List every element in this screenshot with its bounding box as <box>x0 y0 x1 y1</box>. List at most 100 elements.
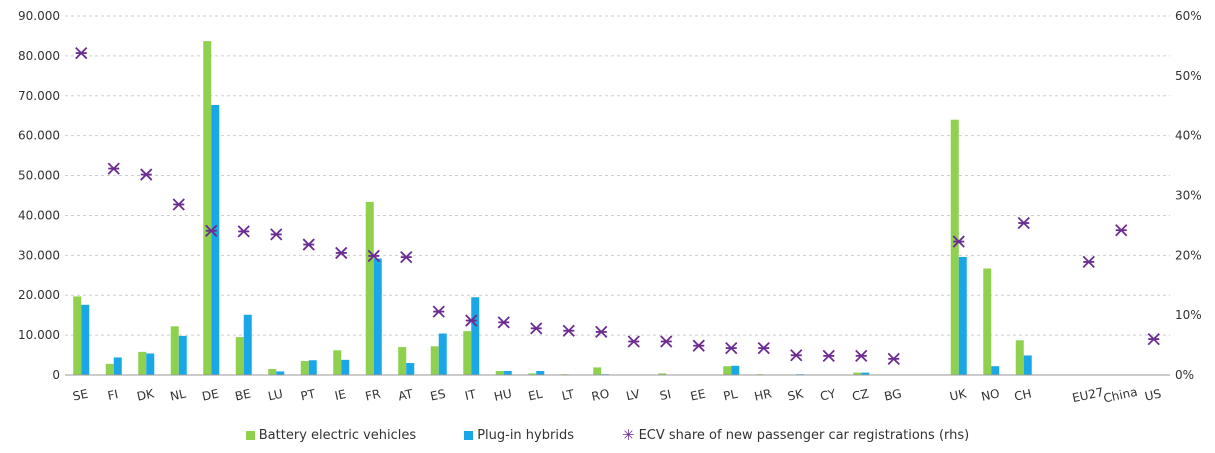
bar-plug-in-hybrid <box>211 105 219 375</box>
category-label: HU <box>493 386 513 403</box>
share-marker <box>271 229 282 240</box>
legend: Battery electric vehicles Plug-in hybrid… <box>0 428 1215 443</box>
share-marker <box>401 252 412 263</box>
category-label: CH <box>1013 386 1033 403</box>
category-label: AT <box>397 387 415 404</box>
left-tick-label: 50.000 <box>18 169 60 183</box>
right-tick-label: 40% <box>1175 129 1202 143</box>
bar-battery-electric <box>236 337 244 375</box>
share-marker <box>693 340 704 351</box>
category-label: HR <box>753 386 773 403</box>
left-tick-label: 70.000 <box>18 89 60 103</box>
share-marker <box>108 163 119 174</box>
share-marker <box>76 48 87 59</box>
right-tick-label: 10% <box>1175 308 1202 322</box>
category-label: LU <box>267 387 284 404</box>
chart: 0 10.000 20.000 30.000 40.000 50.000 60.000 70.… <box>0 0 1215 420</box>
bar-plug-in-hybrid <box>276 371 284 375</box>
share-marker <box>303 239 314 250</box>
bar-plug-in-hybrid <box>471 297 479 375</box>
left-tick-label: 30.000 <box>18 248 60 262</box>
right-tick-label: 30% <box>1175 189 1202 203</box>
share-marker <box>238 226 249 237</box>
bar-battery-electric <box>333 350 341 375</box>
legend-label-phev: Plug-in hybrids <box>477 428 574 443</box>
bar-battery-electric <box>398 347 406 375</box>
bar-battery-electric <box>723 366 731 375</box>
legend-swatch-bev <box>246 431 255 440</box>
bar-plug-in-hybrid <box>439 334 447 375</box>
share-markers <box>76 48 1160 365</box>
legend-swatch-phev <box>464 431 473 440</box>
share-marker <box>856 350 867 361</box>
right-tick-label: 20% <box>1175 248 1202 262</box>
category-label: BE <box>234 387 252 404</box>
share-marker <box>726 343 737 354</box>
left-tick-label: 0 <box>52 368 60 382</box>
share-marker <box>1083 256 1094 267</box>
bar-plug-in-hybrid <box>406 363 414 375</box>
share-marker <box>888 353 899 364</box>
left-tick-label: 20.000 <box>18 288 60 302</box>
category-label: EE <box>689 387 707 404</box>
bar-plug-in-hybrid <box>1024 355 1032 375</box>
category-label: DE <box>201 386 220 403</box>
bar-battery-electric <box>268 369 276 375</box>
bar-plug-in-hybrid <box>341 360 349 375</box>
category-label: LT <box>560 387 576 403</box>
bars <box>73 41 1032 375</box>
bar-battery-electric <box>496 371 504 375</box>
category-label: China <box>1102 385 1138 406</box>
bar-battery-electric <box>431 346 439 375</box>
bar-plug-in-hybrid <box>991 366 999 375</box>
share-marker <box>791 350 802 361</box>
share-marker <box>596 326 607 337</box>
right-axis-ticks: 0% 10% 20% 30% 40% 50% 60% <box>1175 9 1202 382</box>
legend-label-share: ECV share of new passenger car registrat… <box>639 428 970 443</box>
category-label: IE <box>334 387 348 403</box>
legend-star-icon: ✳ <box>622 429 635 442</box>
bar-plug-in-hybrid <box>179 336 187 375</box>
bar-plug-in-hybrid <box>731 366 739 375</box>
bar-plug-in-hybrid <box>309 360 317 375</box>
bar-plug-in-hybrid <box>146 353 154 375</box>
category-label: BG <box>883 386 903 403</box>
category-label: RO <box>590 386 610 403</box>
bar-battery-electric <box>1016 340 1024 375</box>
category-label: EL <box>527 387 544 404</box>
category-label: CZ <box>851 387 870 404</box>
right-tick-label: 60% <box>1175 9 1202 23</box>
bar-battery-electric <box>301 361 309 375</box>
bar-battery-electric <box>106 364 114 375</box>
share-marker <box>173 199 184 210</box>
share-marker <box>628 336 639 347</box>
left-tick-label: 10.000 <box>18 328 60 342</box>
category-label: FR <box>364 387 382 404</box>
bar-battery-electric <box>593 367 601 375</box>
category-label: EU27 <box>1071 385 1105 405</box>
category-label: PT <box>299 387 317 404</box>
legend-item-phev: Plug-in hybrids <box>464 428 574 443</box>
share-marker <box>531 323 542 334</box>
category-label: PL <box>722 387 739 404</box>
right-tick-label: 0% <box>1175 368 1194 382</box>
bar-plug-in-hybrid <box>244 315 252 375</box>
bar-battery-electric <box>73 296 81 375</box>
share-marker <box>758 343 769 354</box>
bar-battery-electric <box>138 352 146 375</box>
left-axis-ticks: 010.00020.00030.00040.00050.00060.00070.… <box>18 9 60 382</box>
category-label: NO <box>980 386 1001 404</box>
left-tick-label: 90.000 <box>18 9 60 23</box>
category-label: DK <box>136 386 157 403</box>
bar-plug-in-hybrid <box>536 371 544 375</box>
right-tick-label: 50% <box>1175 69 1202 83</box>
category-label: SK <box>786 386 805 403</box>
bar-plug-in-hybrid <box>374 259 382 375</box>
share-marker <box>336 247 347 258</box>
share-marker <box>823 350 834 361</box>
category-label: IT <box>464 387 478 403</box>
left-tick-label: 80.000 <box>18 49 60 63</box>
bar-plug-in-hybrid <box>959 257 967 375</box>
category-label: FI <box>106 387 119 403</box>
gridlines <box>65 16 1170 335</box>
